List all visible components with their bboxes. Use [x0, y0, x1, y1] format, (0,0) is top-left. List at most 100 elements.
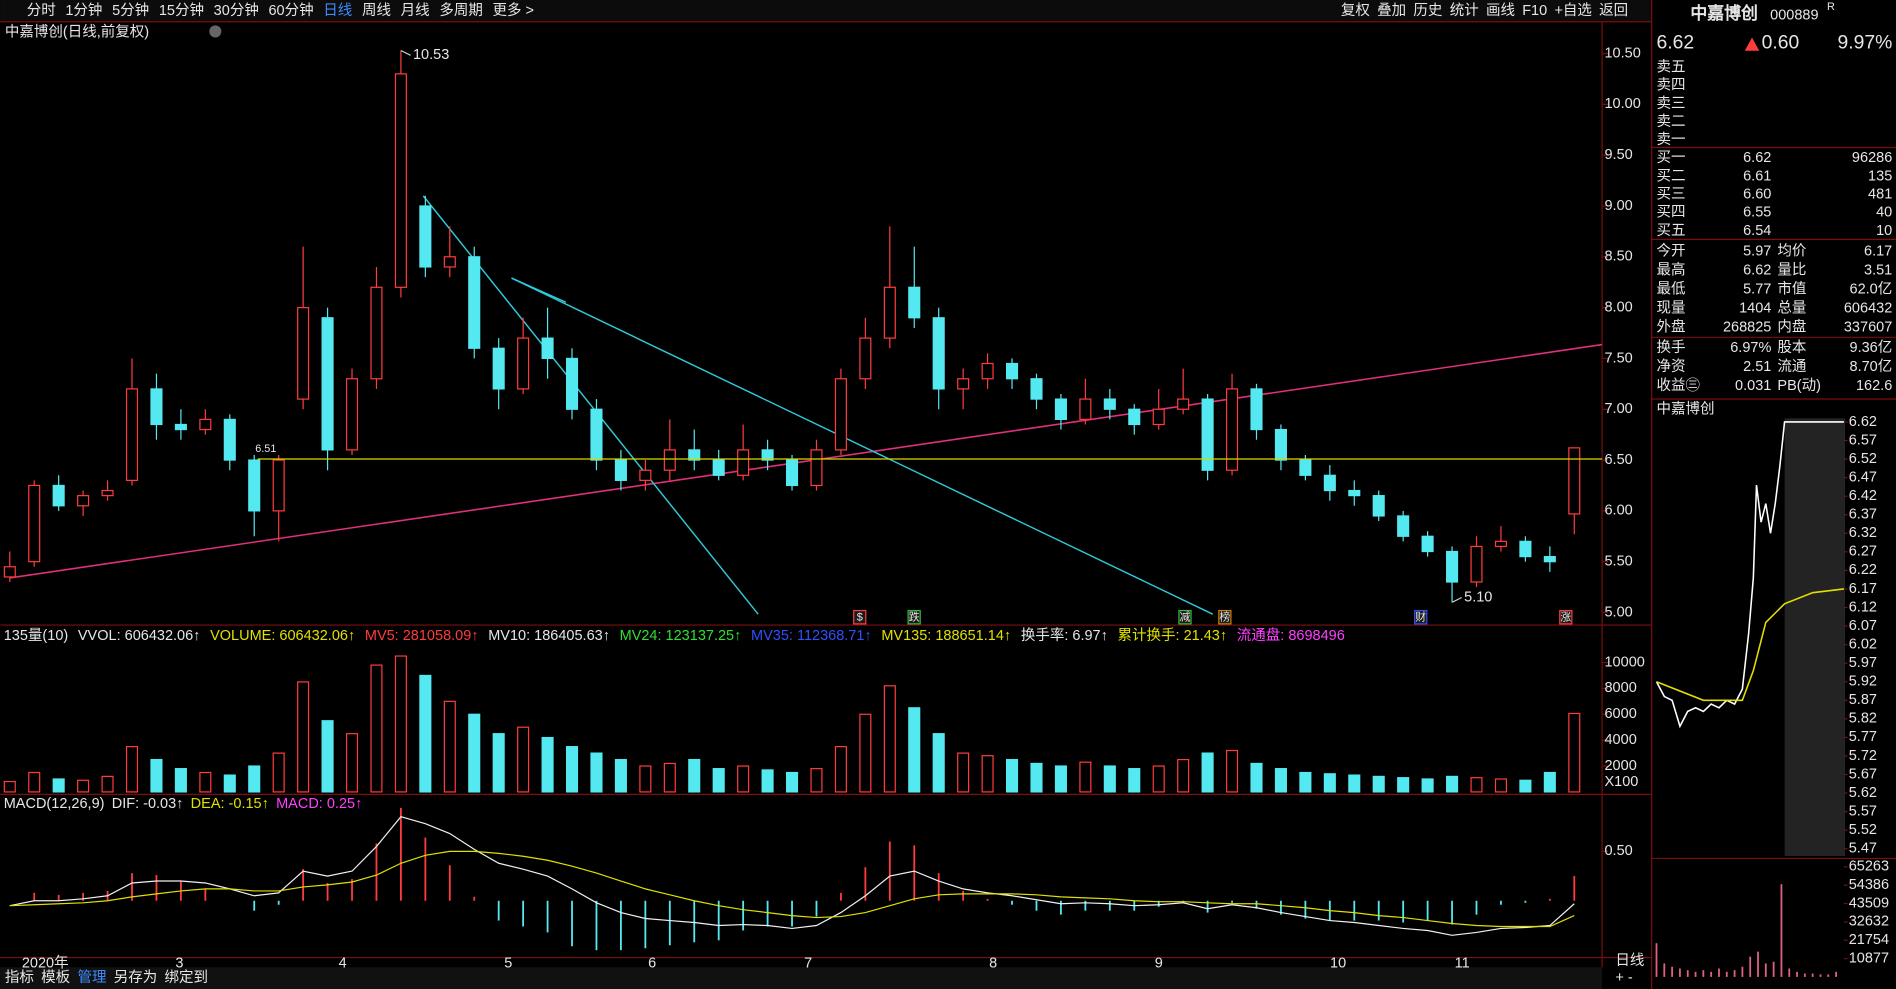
volume-header-item: MV10: 186405.63↑ — [488, 628, 610, 644]
high-pointer — [400, 49, 411, 56]
tool-button[interactable]: 返回 — [1599, 2, 1628, 19]
y-tick-label: 6.52 — [1849, 451, 1877, 467]
stat-label: 总量 — [1777, 300, 1806, 317]
stat-value: 5.97 — [1743, 243, 1771, 259]
volume-bar — [1152, 765, 1165, 793]
volume-bar — [590, 752, 603, 793]
volume-bar — [1348, 774, 1361, 793]
candle-body — [590, 408, 603, 461]
volume-header-item: MV24: 123137.25↑ — [620, 628, 742, 644]
volume-bar — [957, 752, 970, 793]
volume-bar — [174, 768, 187, 793]
event-marker: 减 — [1180, 611, 1191, 624]
y-tick-label: 6.00 — [1605, 503, 1633, 519]
candle-body — [810, 449, 823, 487]
volume-bar — [1299, 771, 1312, 793]
volume-bar — [981, 755, 994, 793]
stat-value: 62.0亿 — [1850, 281, 1893, 298]
period-tab[interactable]: 5分钟 — [112, 2, 149, 19]
title-button[interactable] — [209, 25, 222, 38]
candle-body — [712, 459, 725, 476]
volume-bar — [1372, 775, 1385, 793]
candle-body — [859, 337, 872, 380]
candle-body — [174, 423, 187, 431]
y-tick-label: 10.00 — [1605, 96, 1641, 112]
bid-price: 6.54 — [1743, 223, 1771, 239]
bottom-tab[interactable]: 管理 — [77, 969, 106, 986]
volume-bar — [1470, 777, 1483, 793]
price-change: 0.60 — [1762, 32, 1800, 54]
period-tab[interactable]: 多周期 — [439, 2, 483, 19]
candle-body — [614, 459, 627, 481]
x-tick-label: 11 — [1455, 955, 1470, 971]
candle-body — [443, 256, 456, 268]
candle-body — [1543, 555, 1556, 563]
volume-bar — [1079, 761, 1092, 793]
zoom-controls[interactable]: + - — [1615, 970, 1632, 986]
volume-bar — [1494, 778, 1507, 793]
stat-label: 最低 — [1657, 281, 1686, 298]
volume-bar — [932, 733, 945, 793]
volume-bar — [614, 758, 627, 793]
volume-header-item: 流通盘: 8698496 — [1237, 626, 1345, 644]
y-tick-label: 6.32 — [1849, 525, 1877, 541]
tool-button[interactable]: 画线 — [1486, 2, 1515, 19]
candle-body — [223, 418, 236, 461]
volume-bar — [810, 768, 823, 793]
bottom-tab[interactable]: 绑定到 — [164, 969, 208, 986]
candle-body — [248, 459, 261, 512]
period-tab[interactable]: 日线 — [323, 2, 352, 19]
y-tick-label: 21754 — [1849, 932, 1889, 948]
y-tick-label: 8.00 — [1605, 299, 1633, 315]
bottom-tab[interactable]: 模板 — [41, 968, 70, 986]
event-marker-bg — [1414, 609, 1428, 625]
bottom-tab[interactable]: 另存为 — [114, 969, 158, 986]
candle-body — [1128, 408, 1141, 426]
candle-body — [1348, 489, 1361, 497]
stat-value: 6.17 — [1864, 243, 1892, 259]
volume-bar — [1054, 765, 1067, 793]
stock-name: 中嘉博创 — [1690, 3, 1758, 23]
candle-body — [321, 317, 334, 451]
period-tab[interactable]: 15分钟 — [159, 2, 204, 19]
event-marker: 榜 — [1219, 610, 1230, 624]
period-tab[interactable]: 60分钟 — [269, 2, 314, 19]
stat-value: 268825 — [1723, 320, 1771, 336]
volume-bar — [883, 685, 896, 793]
period-tab[interactable]: 分时 — [27, 2, 56, 19]
candle-body — [492, 347, 505, 390]
tool-button[interactable]: F10 — [1522, 3, 1547, 19]
tool-button[interactable]: 统计 — [1450, 2, 1479, 19]
stat-label: 均价 — [1777, 242, 1806, 259]
stat-value: 3.51 — [1864, 262, 1892, 278]
y-tick-label: 5.62 — [1849, 785, 1877, 801]
tool-button[interactable]: 复权 — [1341, 1, 1370, 19]
candle-body — [932, 317, 945, 390]
bid-volume: 135 — [1868, 168, 1892, 184]
volume-bar — [3, 780, 16, 793]
bid-label: 买一 — [1657, 149, 1686, 166]
candle-body — [394, 73, 407, 288]
volume-bar — [125, 746, 139, 793]
tool-button[interactable]: 历史 — [1413, 2, 1442, 19]
period-tab[interactable]: 周线 — [362, 2, 391, 19]
y-tick-label: 10.50 — [1605, 45, 1641, 61]
stat-value: 6.62 — [1743, 262, 1771, 278]
period-tab[interactable]: 1分钟 — [65, 2, 102, 19]
stat-label: 量比 — [1777, 261, 1806, 278]
bottom-tab[interactable]: 指标 — [5, 969, 34, 986]
period-tab[interactable]: 更多 > — [493, 2, 534, 19]
y-tick-label: 6.27 — [1849, 544, 1877, 560]
volume-header-item: 135量(10) — [4, 628, 68, 644]
period-tab[interactable]: 30分钟 — [214, 2, 259, 19]
tool-button[interactable]: +自选 — [1554, 2, 1591, 19]
tool-button[interactable]: 叠加 — [1377, 2, 1406, 19]
bid-price: 6.61 — [1743, 168, 1771, 184]
candle-body — [957, 378, 970, 390]
macd-header-item: DEA: -0.15↑ — [191, 796, 269, 812]
y-tick-label: 5.97 — [1849, 655, 1877, 671]
bid-price: 6.60 — [1743, 186, 1771, 202]
candle-body — [1397, 515, 1410, 537]
period-tab[interactable]: 月线 — [401, 2, 430, 19]
candle-body — [1079, 398, 1092, 421]
